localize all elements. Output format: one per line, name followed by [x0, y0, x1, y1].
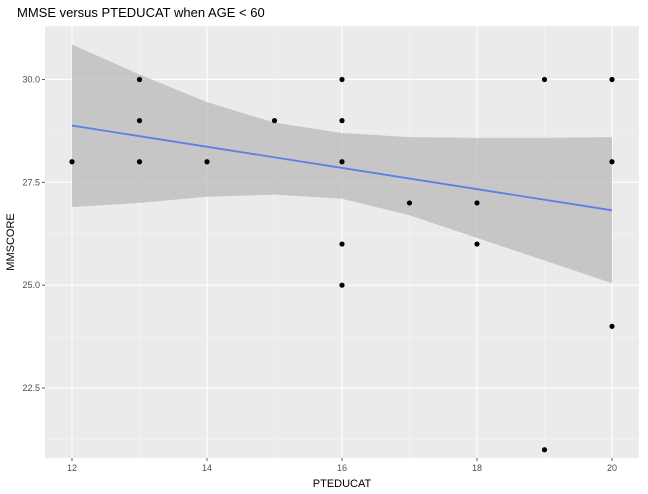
regression-line: [71, 124, 613, 212]
data-point: [136, 76, 143, 83]
x-tick-label: 20: [607, 463, 617, 473]
y-axis-ticks: 22.5 25.0 27.5 30.0: [22, 74, 45, 393]
y-tick-label: 22.5: [22, 383, 40, 393]
y-tick-label: 30.0: [22, 74, 40, 84]
y-axis-label: MMSCORE: [5, 213, 17, 270]
data-point: [339, 282, 345, 288]
data-point: [339, 118, 345, 124]
x-tick-label: 14: [202, 463, 212, 473]
data-point: [339, 241, 345, 247]
data-point: [339, 76, 345, 83]
y-tick-label: 27.5: [22, 177, 40, 187]
x-tick-label: 18: [472, 463, 482, 473]
data-point: [609, 76, 615, 83]
data-point: [136, 118, 143, 124]
data-point: [69, 159, 75, 165]
y-tick-label: 25.0: [22, 280, 40, 290]
data-point: [339, 159, 345, 165]
data-points: [69, 76, 615, 453]
x-axis-label: PTEDUCAT: [313, 478, 372, 490]
data-point: [609, 159, 615, 165]
data-point: [541, 447, 548, 453]
data-point: [204, 159, 210, 165]
data-point: [406, 200, 413, 206]
data-point: [136, 159, 143, 165]
x-tick-label: 16: [337, 463, 347, 473]
data-point: [541, 76, 548, 83]
data-point: [474, 200, 480, 206]
x-tick-label: 12: [67, 463, 77, 473]
chart-title: MMSE versus PTEDUCAT when AGE < 60: [17, 5, 265, 20]
data-point: [474, 241, 480, 247]
x-axis-ticks: 12 14 16 18 20: [67, 458, 617, 473]
data-point: [609, 323, 615, 329]
data-point: [271, 118, 278, 124]
